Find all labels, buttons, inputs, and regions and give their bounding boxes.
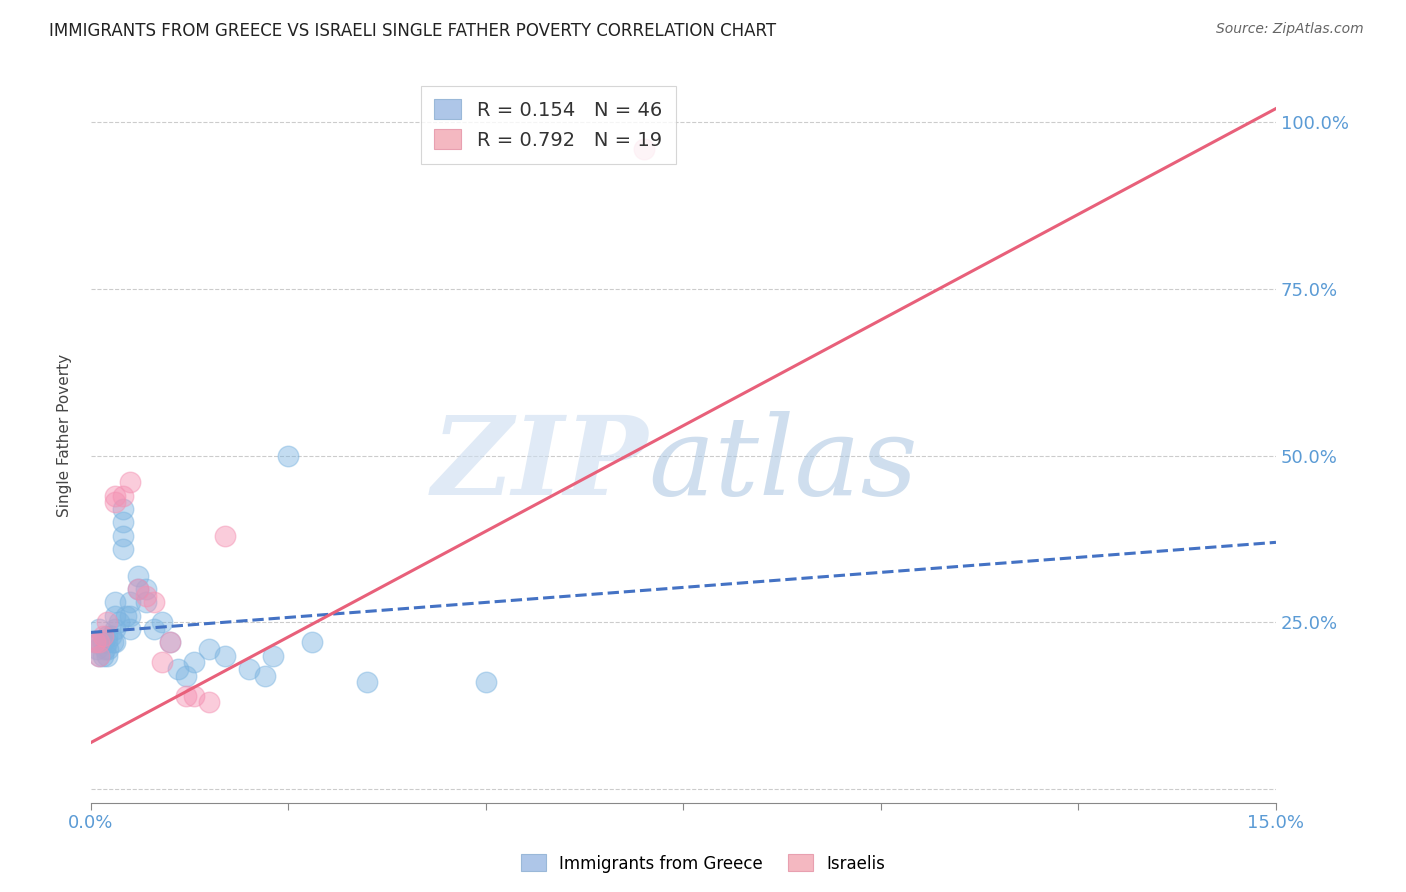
Point	[83, 635, 105, 649]
Point	[104, 635, 127, 649]
Point	[214, 648, 236, 663]
Point	[120, 475, 142, 490]
Point	[111, 541, 134, 556]
Point	[97, 642, 120, 657]
Point	[238, 662, 260, 676]
Text: IMMIGRANTS FROM GREECE VS ISRAELI SINGLE FATHER POVERTY CORRELATION CHART: IMMIGRANTS FROM GREECE VS ISRAELI SINGLE…	[49, 22, 776, 40]
Point	[475, 675, 498, 690]
Point	[198, 642, 221, 657]
Point	[104, 608, 127, 623]
Point	[96, 615, 118, 630]
Point	[115, 608, 138, 623]
Point	[111, 529, 134, 543]
Point	[100, 629, 122, 643]
Point	[101, 635, 124, 649]
Point	[135, 582, 157, 596]
Point	[96, 648, 118, 663]
Point	[104, 622, 127, 636]
Point	[143, 622, 166, 636]
Point	[214, 529, 236, 543]
Point	[91, 648, 114, 663]
Point	[111, 489, 134, 503]
Point	[96, 629, 118, 643]
Point	[127, 582, 149, 596]
Point	[91, 629, 114, 643]
Point	[111, 516, 134, 530]
Point	[135, 595, 157, 609]
Point	[87, 635, 110, 649]
Point	[107, 615, 129, 630]
Point	[150, 615, 173, 630]
Point	[83, 635, 105, 649]
Point	[111, 502, 134, 516]
Text: ZIP: ZIP	[432, 411, 648, 518]
Point	[104, 489, 127, 503]
Point	[253, 669, 276, 683]
Point	[120, 608, 142, 623]
Point	[87, 622, 110, 636]
Point	[198, 696, 221, 710]
Point	[356, 675, 378, 690]
Text: atlas: atlas	[648, 411, 918, 518]
Point	[120, 622, 142, 636]
Point	[262, 648, 284, 663]
Point	[150, 656, 173, 670]
Point	[183, 656, 205, 670]
Point	[143, 595, 166, 609]
Y-axis label: Single Father Poverty: Single Father Poverty	[58, 354, 72, 517]
Point	[174, 669, 197, 683]
Point	[633, 142, 655, 156]
Legend: R = 0.154   N = 46, R = 0.792   N = 19: R = 0.154 N = 46, R = 0.792 N = 19	[420, 86, 676, 163]
Point	[301, 635, 323, 649]
Point	[87, 648, 110, 663]
Point	[174, 689, 197, 703]
Point	[127, 582, 149, 596]
Point	[183, 689, 205, 703]
Point	[166, 662, 188, 676]
Point	[104, 495, 127, 509]
Point	[87, 648, 110, 663]
Point	[127, 568, 149, 582]
Point	[94, 642, 117, 657]
Point	[91, 635, 114, 649]
Point	[120, 595, 142, 609]
Point	[87, 635, 110, 649]
Point	[135, 589, 157, 603]
Point	[104, 595, 127, 609]
Point	[277, 449, 299, 463]
Point	[159, 635, 181, 649]
Point	[96, 635, 118, 649]
Text: Source: ZipAtlas.com: Source: ZipAtlas.com	[1216, 22, 1364, 37]
Legend: Immigrants from Greece, Israelis: Immigrants from Greece, Israelis	[515, 847, 891, 880]
Point	[159, 635, 181, 649]
Point	[86, 642, 108, 657]
